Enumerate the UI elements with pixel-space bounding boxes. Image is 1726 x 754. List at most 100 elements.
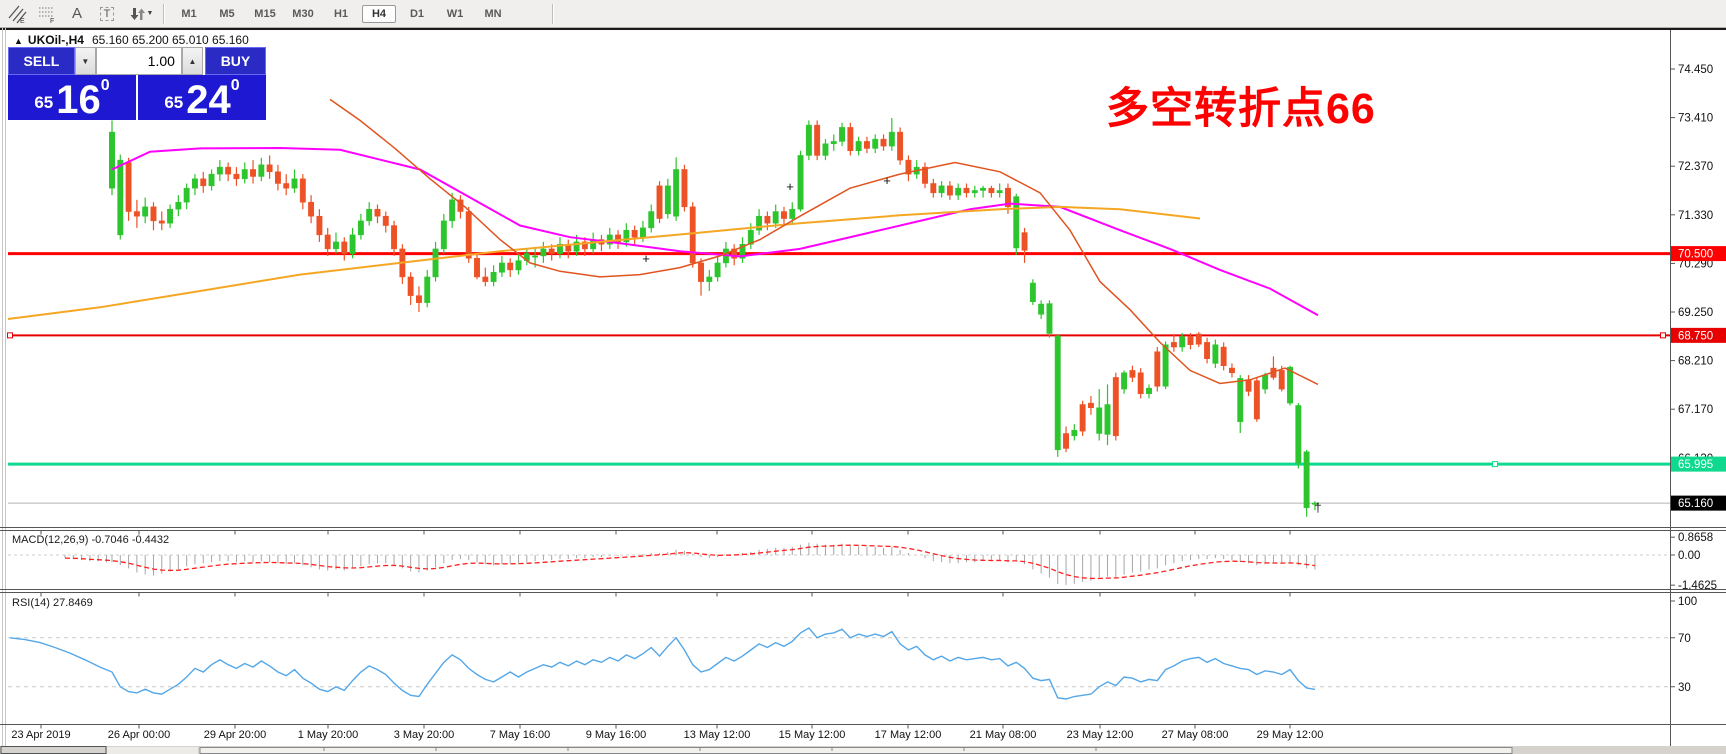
timeframe-button-MN[interactable]: MN (484, 7, 502, 20)
candle-body (208, 173, 215, 187)
candle-body (615, 234, 622, 243)
candle-body (822, 143, 829, 156)
candle-body (1262, 374, 1269, 390)
sell-button[interactable]: SELL (8, 47, 75, 75)
price-axis-tick-label: 74.450 (1678, 64, 1713, 76)
volume-increase-button[interactable]: ▲ (181, 47, 203, 75)
sell-price-major: 65 (34, 93, 54, 112)
volume-decrease-button[interactable]: ▼ (74, 47, 96, 75)
candle-body (382, 215, 389, 226)
candle-body (830, 141, 837, 145)
timeframe-button-H1[interactable]: H1 (333, 7, 349, 20)
chart-marker: + (883, 173, 891, 188)
candle-body (581, 241, 588, 250)
sell-price-display[interactable]: 65 16 0 (8, 75, 136, 120)
candle-body (1179, 336, 1186, 348)
date-axis-label: 9 May 16:00 (586, 729, 647, 741)
candle-body (971, 190, 978, 194)
text-label-icon[interactable]: T (94, 3, 120, 25)
timeframe-button-M15[interactable]: M15 (254, 7, 276, 20)
line-handle[interactable] (1492, 461, 1498, 468)
symbol-timeframe-label: UKOil-,H4 (27, 33, 84, 47)
candle-body (1021, 232, 1028, 251)
macd-axis-label: -1.4625 (1678, 580, 1717, 592)
candle-body (1079, 404, 1086, 432)
date-axis-label: 29 Apr 20:00 (204, 729, 266, 741)
candle-body (606, 234, 613, 245)
candle-body (440, 220, 447, 250)
candle-body (689, 206, 696, 264)
candle-body (515, 260, 522, 271)
timeframe-button-M1[interactable]: M1 (181, 7, 197, 20)
candle-body (1204, 342, 1211, 359)
candle-body (764, 215, 771, 224)
arrows-icon[interactable]: ▼ (124, 3, 158, 25)
bottom-tab[interactable] (0, 746, 107, 754)
candle-body (789, 208, 796, 219)
buy-button[interactable]: BUY (204, 47, 266, 75)
candle-body (573, 241, 580, 252)
candle-body (1311, 502, 1318, 505)
fibonacci-icon[interactable]: F (34, 3, 60, 25)
equidistant-channel-icon[interactable]: E (4, 3, 30, 25)
timeframe-button-W1[interactable]: W1 (446, 7, 464, 20)
candle-body (1087, 402, 1094, 409)
toolbar-separator (163, 3, 165, 24)
ma-orange (7, 205, 1201, 320)
candle-body (1170, 342, 1177, 348)
candle-body (117, 159, 124, 236)
buy-price-big: 24 (186, 78, 231, 122)
line-handle[interactable] (7, 332, 13, 339)
collapse-icon[interactable]: ▲ (14, 36, 23, 46)
candle-body (996, 190, 1003, 194)
price-axis-tick-label: 73.410 (1678, 113, 1713, 125)
candle-body (955, 187, 962, 196)
timeframe-button-D1[interactable]: D1 (409, 7, 425, 20)
buy-price-major: 65 (164, 93, 184, 112)
bottom-scroll-area[interactable] (199, 747, 1513, 754)
bottom-tab[interactable] (107, 747, 198, 754)
candle-body (938, 185, 945, 194)
candle-body (681, 169, 688, 208)
candle-body (241, 169, 248, 180)
price-axis-tick-label: 69.250 (1678, 307, 1713, 319)
candle-body (109, 131, 115, 189)
candle-body (1245, 379, 1252, 392)
svg-text:E: E (20, 18, 25, 24)
candle-body (474, 258, 480, 278)
candle-body (416, 295, 422, 303)
candle-body (1104, 404, 1111, 435)
candle-body (1038, 303, 1045, 315)
date-axis-label: 26 Apr 00:00 (108, 729, 170, 741)
candle-body (664, 185, 671, 215)
candle-body (482, 276, 489, 282)
chart-marker: + (786, 179, 794, 194)
rsi-axis-label: 30 (1678, 682, 1691, 694)
timeframe-button-M5[interactable]: M5 (219, 7, 235, 20)
candle-body (540, 248, 547, 257)
buy-price-display[interactable]: 65 24 0 (138, 75, 266, 120)
svg-text:F: F (50, 18, 54, 24)
one-click-trade-panel: SELL ▼ 1.00 ▲ BUY 65 16 0 65 24 0 (8, 47, 266, 120)
volume-input[interactable]: 1.00 (95, 47, 182, 75)
date-axis-label: 15 May 12:00 (779, 729, 846, 741)
price-axis-tick-label: 70.290 (1678, 258, 1713, 270)
timeframe-button-M30[interactable]: M30 (292, 7, 314, 20)
candle-body (922, 166, 928, 184)
candle-body (1187, 336, 1194, 345)
candle-body (863, 141, 870, 149)
line-handle[interactable] (1660, 332, 1666, 339)
candle-body (225, 166, 232, 175)
timeframe-button-H4[interactable]: H4 (362, 4, 396, 23)
candle-body (639, 227, 646, 238)
candle-body (316, 215, 323, 236)
candle-body (1096, 407, 1103, 434)
candle-body (1046, 303, 1053, 334)
candle-body (250, 169, 256, 177)
candle-body (507, 262, 514, 271)
text-icon[interactable]: A (71, 5, 82, 22)
candle-body (988, 187, 995, 194)
candle-body (432, 248, 439, 278)
candle-body (266, 164, 273, 173)
